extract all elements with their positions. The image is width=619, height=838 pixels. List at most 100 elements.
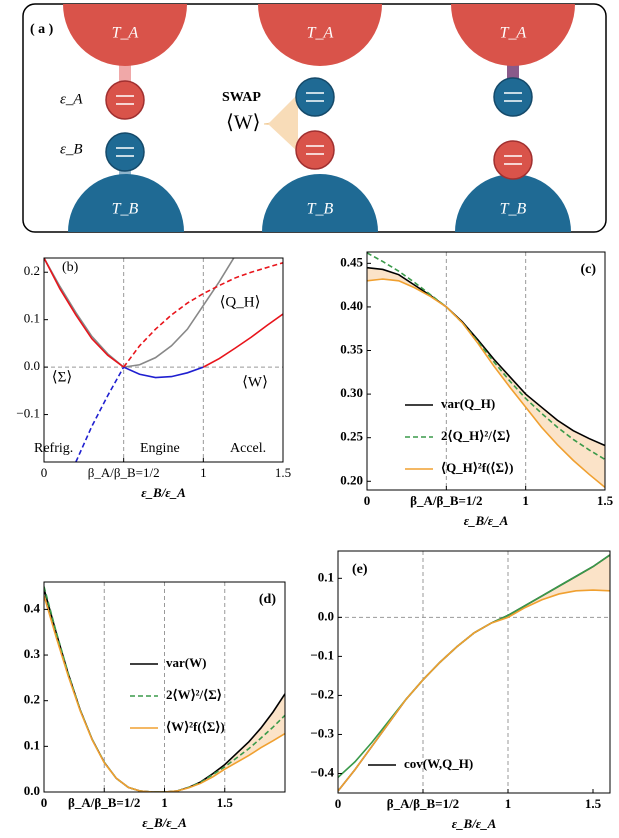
series-line: [123, 366, 204, 379]
y-tick-label: 0.0: [24, 358, 40, 373]
reservoir-label: T_A: [112, 25, 139, 42]
hot-reservoir: [63, 4, 187, 66]
qubit: [295, 77, 335, 117]
y-tick-label: 0.4: [24, 600, 41, 615]
y-tick-label: 0.2: [24, 692, 40, 707]
reservoir-label: T_A: [307, 25, 334, 42]
reservoir-label: T_B: [500, 201, 527, 218]
y-tick-label: 0.1: [24, 311, 40, 326]
level-label: ε_A: [60, 91, 83, 107]
panel: 0 β_A/β_B=1/2 1 1.5 0.0 0.1 0.2 0.3 0.4 ε_B/ε_A (d…: [24, 581, 286, 830]
panel-a: ( a ) T_A T_A T_A T_B T_B T_B ε_A ε_B SW…: [22, 3, 607, 233]
legend-entry: 2⟨Q_H⟩²/⟨Σ⟩: [441, 428, 511, 443]
series-line: [367, 278, 605, 488]
qubit: [105, 132, 145, 172]
y-tick-label: 0.35: [340, 341, 363, 356]
x-tick-label: 1: [161, 795, 168, 810]
series-line: [367, 252, 605, 461]
y-tick-label: −0.4: [310, 764, 334, 779]
y-tick-label: 0.0: [318, 608, 334, 623]
series-line: [44, 595, 285, 792]
reservoir-label: T_A: [500, 25, 527, 42]
x-tick-label: β_A/β_B=1/2: [410, 493, 482, 508]
legend-entry: ⟨W⟩²f(⟨Σ⟩): [166, 719, 225, 734]
legend-entry: var(W): [166, 655, 206, 670]
region-label: Refrig.: [34, 441, 73, 456]
plot-area: [338, 551, 610, 793]
legend-entry: 2⟨W⟩²/⟨Σ⟩: [166, 687, 222, 702]
x-axis-label: ε_B/ε_A: [452, 816, 497, 831]
panel: 0 β_A/β_B=1/2 1 1.5 −0.4 −0.3 −0.2 −0.1 0.0 0.1 ε_…: [310, 550, 611, 831]
x-tick-label: 1.5: [275, 465, 291, 480]
plot-area: [44, 582, 285, 792]
axes-frame: [366, 251, 606, 491]
panel-label: (c): [580, 262, 596, 277]
series-line: [123, 261, 283, 368]
y-tick-label: −0.1: [16, 406, 40, 421]
legend-entry: ⟨Q_H⟩²f(⟨Σ⟩): [441, 460, 513, 475]
qubit: [295, 130, 335, 170]
cold-reservoir: [68, 174, 184, 232]
x-tick-label: 0: [41, 795, 48, 810]
qubit: [493, 140, 533, 180]
spread-band: [338, 554, 610, 792]
x-tick-label: 1: [505, 796, 512, 811]
x-axis-label: ε_B/ε_A: [142, 815, 187, 830]
y-tick-label: 0.2: [24, 263, 40, 278]
y-tick-label: −0.3: [310, 725, 334, 740]
hot-reservoir: [451, 4, 575, 66]
swap-link: [268, 94, 298, 152]
x-tick-label: 1.5: [217, 795, 234, 810]
y-tick-label: −0.2: [310, 686, 334, 701]
legend-entry: var(Q_H): [441, 396, 495, 411]
spread-band: [367, 267, 605, 488]
qubit: [493, 77, 533, 117]
y-tick-label: 0.45: [340, 254, 363, 269]
cold-reservoir: [455, 174, 571, 232]
x-tick-label: β_A/β_B=1/2: [88, 465, 160, 480]
x-axis-label: ε_B/ε_A: [464, 513, 509, 528]
region-label: Engine: [140, 441, 180, 456]
y-tick-label: 0.40: [340, 298, 363, 313]
swap-label: SWAP: [222, 90, 261, 105]
y-tick-label: 0.1: [318, 569, 334, 584]
plot-area: [44, 258, 283, 462]
panel-label: (b): [62, 260, 79, 275]
series-label: ⟨Σ⟩: [52, 369, 72, 385]
panel-label: ( a ): [30, 22, 54, 37]
x-tick-label: 1.5: [585, 796, 602, 811]
x-axis-label: ε_B/ε_A: [141, 485, 186, 500]
y-tick-label: 0.0: [24, 783, 40, 798]
plot-area: [367, 252, 605, 490]
panel: 0 β_A/β_B=1/2 1 1.5 0.20 0.25 0.30 0.35 0.40 0.45…: [340, 251, 614, 528]
axes-frame: [43, 257, 284, 463]
energy-levels: [116, 92, 522, 165]
hot-reservoir: [258, 4, 382, 66]
region-label: Accel.: [230, 441, 266, 456]
y-tick-label: −0.1: [310, 647, 334, 662]
panel-label: (e): [352, 562, 368, 577]
x-tick-label: 1: [522, 493, 529, 508]
y-tick-label: 0.30: [340, 385, 363, 400]
series-line: [338, 589, 610, 792]
qubits: [105, 77, 533, 180]
x-tick-label: 0: [364, 493, 371, 508]
x-tick-label: 0: [335, 796, 342, 811]
series-line: [75, 366, 125, 462]
x-tick-label: 0: [41, 465, 48, 480]
y-tick-label: 0.25: [340, 429, 363, 444]
panel: 0 β_A/β_B=1/2 1 1.5 −0.1 0.0 0.1 0.2 ε_B/ε_A (b) R…: [16, 257, 291, 500]
axes-frame: [337, 550, 611, 794]
work-label: ⟨W⟩: [226, 112, 260, 134]
series-line: [44, 258, 283, 368]
panel-label: (d): [259, 592, 276, 607]
y-tick-label: 0.20: [340, 472, 363, 487]
level-label: ε_B: [60, 141, 83, 157]
x-tick-label: 1: [200, 465, 207, 480]
series-label: ⟨W⟩: [242, 374, 268, 390]
reservoir-label: T_B: [112, 201, 139, 218]
legend-entry: cov(W,Q_H): [404, 756, 473, 771]
reservoir-label: T_B: [307, 201, 334, 218]
y-tick-label: 0.1: [24, 737, 40, 752]
